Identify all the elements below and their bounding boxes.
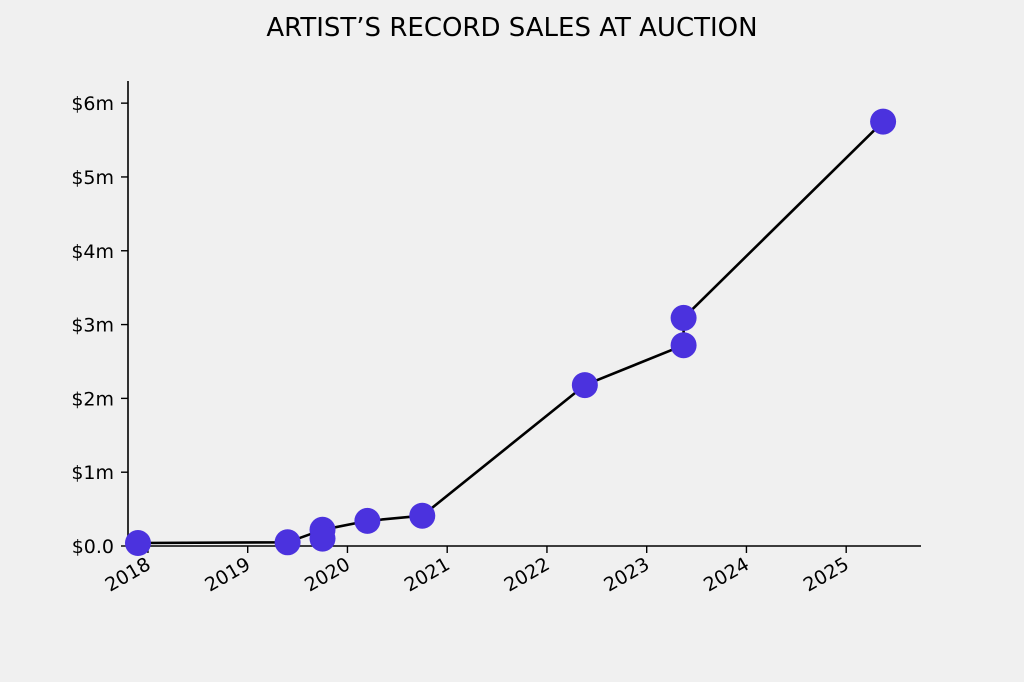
data-markers bbox=[124, 108, 897, 557]
data-point bbox=[124, 530, 151, 557]
y-tick-label: $5m bbox=[71, 167, 114, 189]
data-point bbox=[354, 507, 381, 534]
x-tick-label: 2018 bbox=[102, 553, 155, 596]
y-tick-label: $1m bbox=[71, 462, 114, 484]
x-tick-label: 2019 bbox=[201, 553, 254, 596]
y-tick-label: $0.0 bbox=[72, 536, 114, 558]
series-line bbox=[137, 120, 885, 545]
x-tick-label: 2025 bbox=[800, 553, 853, 596]
x-tick-label: 2020 bbox=[301, 553, 354, 596]
data-point bbox=[274, 529, 301, 556]
data-point bbox=[571, 372, 598, 399]
data-point bbox=[409, 502, 436, 529]
data-point bbox=[309, 525, 336, 552]
x-tick-label: 2023 bbox=[600, 553, 653, 596]
axes: $0.0 $1m $2m $3m $4m $5m $6m 2018 2019 2020 2021 20… bbox=[71, 81, 921, 597]
y-tick-label: $4m bbox=[71, 241, 114, 263]
y-tick-label: $2m bbox=[71, 388, 114, 410]
x-tick-label: 2022 bbox=[501, 553, 554, 596]
series-line-path bbox=[137, 120, 885, 545]
data-point bbox=[670, 304, 697, 331]
y-tick-label: $6m bbox=[71, 93, 114, 115]
x-tick-label: 2021 bbox=[401, 553, 454, 596]
data-point bbox=[670, 332, 697, 359]
data-point bbox=[870, 108, 897, 135]
x-tick-label: 2024 bbox=[700, 553, 753, 596]
y-tick-label: $3m bbox=[71, 315, 114, 337]
chart-title: ARTIST’S RECORD SALES AT AUCTION bbox=[266, 13, 757, 43]
